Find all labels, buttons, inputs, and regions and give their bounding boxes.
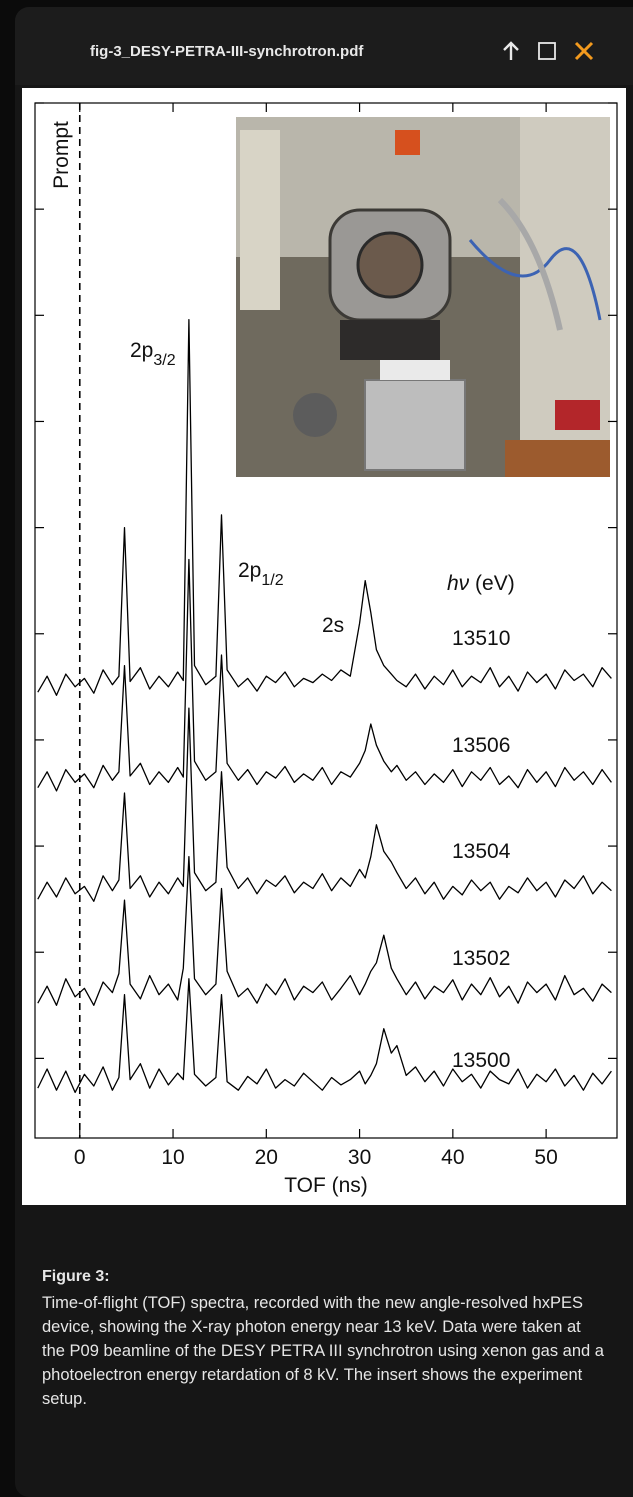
spectrum-line — [37, 856, 612, 1006]
caption-text: Time-of-flight (TOF) spectra, recorded w… — [42, 1294, 604, 1408]
scroll-up-button[interactable] — [500, 40, 522, 62]
close-button[interactable] — [573, 40, 595, 62]
peak-name: 2p — [130, 339, 153, 362]
peak-label: 2p1/2 — [238, 559, 284, 589]
series-label: 13504 — [452, 840, 511, 863]
spectrum-line — [37, 707, 612, 902]
peak-subscript: 3/2 — [153, 352, 175, 369]
peak-label: 2p3/2 — [130, 339, 176, 369]
energy-symbol: hν — [447, 572, 470, 595]
x-tick-label: 0 — [74, 1146, 86, 1169]
setup-photo — [236, 117, 610, 477]
peak-name: 2p — [238, 559, 261, 582]
x-tick-label: 50 — [534, 1146, 557, 1169]
spectrum-line — [37, 318, 612, 696]
figure: 0 10 20 30 40 50 TOF (ns) Prompt 13510 13506 13504… — [22, 88, 626, 1205]
series-label: 13510 — [452, 627, 510, 650]
x-axis-label: TOF (ns) — [284, 1174, 368, 1197]
energy-unit: (eV) — [475, 572, 515, 595]
prompt-label: Prompt — [50, 121, 73, 189]
energy-axis-label: hν (eV) — [447, 572, 515, 595]
x-tick-label: 10 — [161, 1146, 184, 1169]
x-tick-label: 20 — [255, 1146, 278, 1169]
title-bar: fig-3_DESY-PETRA-III-synchrotron.pdf — [15, 7, 633, 85]
caption: Figure 3: Time-of-flight (TOF) spectra, … — [42, 1265, 608, 1411]
peak-label: 2s — [322, 614, 344, 637]
file-name: fig-3_DESY-PETRA-III-synchrotron.pdf — [90, 43, 364, 60]
plot-frame — [34, 102, 618, 1139]
x-tick-label: 30 — [348, 1146, 371, 1169]
spectrum-line — [37, 558, 612, 792]
series-label: 13502 — [452, 947, 510, 970]
peak-subscript: 1/2 — [261, 572, 283, 589]
x-tick-label: 40 — [441, 1146, 464, 1169]
peak-name: 2s — [322, 614, 344, 637]
series-label: 13500 — [452, 1049, 510, 1072]
spectrum-line — [37, 978, 612, 1094]
caption-title: Figure 3: — [42, 1268, 110, 1285]
maximize-button[interactable] — [536, 40, 558, 62]
series-label: 13506 — [452, 734, 510, 757]
